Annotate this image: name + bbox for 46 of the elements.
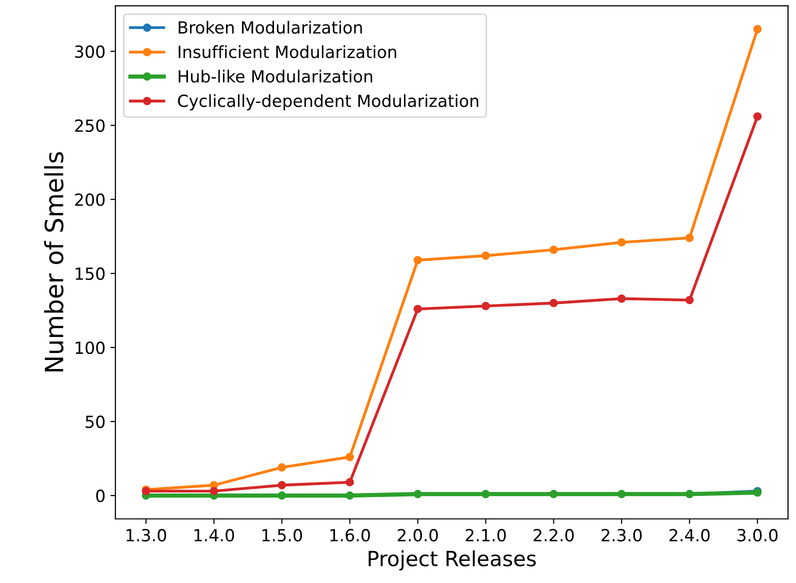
legend-label: Insufficient Modularization bbox=[178, 45, 396, 58]
point bbox=[549, 490, 558, 498]
point bbox=[685, 296, 694, 304]
point bbox=[346, 478, 354, 486]
y-tick-label: 50 bbox=[86, 415, 105, 428]
point bbox=[414, 256, 422, 264]
point bbox=[278, 481, 286, 490]
point bbox=[482, 252, 490, 260]
x-axis-title: Project Releases bbox=[368, 550, 536, 570]
y-tick-label: 150 bbox=[76, 267, 105, 280]
legend-label: Hub-like Modularization bbox=[178, 70, 372, 83]
point bbox=[414, 490, 422, 498]
point bbox=[549, 246, 558, 254]
y-tick-label: 200 bbox=[75, 193, 105, 206]
point bbox=[482, 302, 490, 310]
x-tick-label: 2.4.0 bbox=[670, 528, 710, 542]
y-tick-label: 300 bbox=[75, 45, 105, 58]
legend-label: Broken Modularization bbox=[178, 20, 362, 34]
point bbox=[210, 486, 218, 496]
x-tick-label: 2.2.0 bbox=[534, 528, 574, 542]
x-tick-label: 2.0.0 bbox=[398, 528, 438, 542]
point bbox=[617, 490, 626, 498]
point bbox=[617, 238, 626, 247]
point bbox=[685, 234, 694, 242]
point bbox=[753, 24, 762, 34]
point bbox=[278, 463, 286, 472]
y-tick-label: 100 bbox=[76, 341, 105, 354]
point bbox=[414, 304, 422, 314]
x-tick-label: 1.6.0 bbox=[330, 528, 370, 542]
point bbox=[346, 452, 354, 462]
x-tick-label: 3.0.0 bbox=[738, 528, 778, 542]
x-tick-label: 1.3.0 bbox=[126, 528, 166, 542]
point bbox=[346, 491, 354, 500]
x-tick-label: 1.5.0 bbox=[262, 528, 302, 542]
legend-label: Cyclically-dependent Modularization bbox=[178, 94, 478, 110]
point bbox=[278, 491, 286, 500]
x-tick-label: 2.3.0 bbox=[602, 528, 642, 542]
y-axis-title: Number of Smells bbox=[44, 152, 64, 372]
point bbox=[482, 490, 490, 498]
y-tick-label: 250 bbox=[75, 119, 105, 132]
point bbox=[753, 112, 762, 121]
x-tick-label: 2.1.0 bbox=[466, 528, 506, 542]
x-tick-label: 1.4.0 bbox=[194, 528, 234, 542]
point bbox=[549, 298, 558, 308]
y-tick-label: 0 bbox=[96, 490, 105, 502]
point bbox=[617, 294, 626, 303]
